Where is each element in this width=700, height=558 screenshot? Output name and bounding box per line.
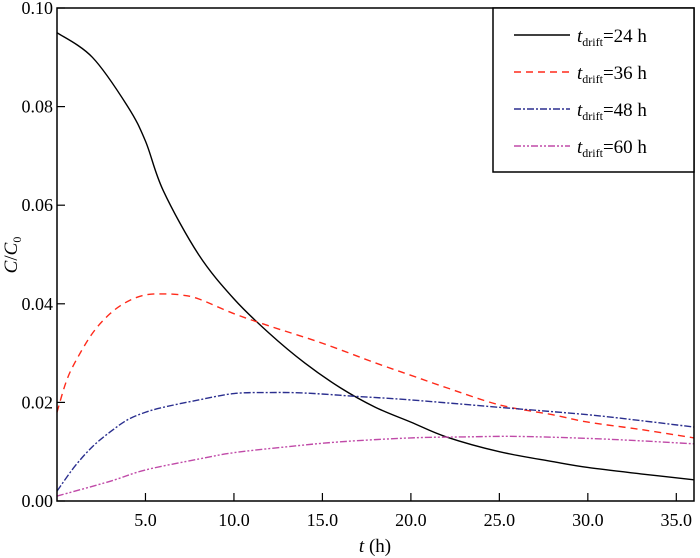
x-axis-label: t (h) [359, 536, 391, 557]
series-line-3 [56, 391, 695, 492]
x-tick-label: 15.0 [307, 510, 339, 530]
series-line-4 [56, 435, 695, 497]
x-tick-label: 30.0 [572, 510, 604, 530]
plot-frame [56, 7, 695, 502]
legend-label: tdrift=36 h [577, 63, 647, 86]
legend-item: tdrift=60 h [514, 137, 647, 160]
legend-item: tdrift=24 h [514, 26, 647, 49]
y-tick-label: 0.04 [22, 294, 54, 314]
x-tick-label: 25.0 [484, 510, 516, 530]
y-tick-label: 0.10 [22, 0, 54, 18]
axis-ticks: 5.0 10.0 15.0 20.0 25.0 30.0 35.0 0.00 0.02 0.04 0… [22, 0, 693, 530]
y-tick-label: 0.02 [22, 392, 54, 412]
y-axis-label: C/C0 [1, 237, 24, 274]
legend-item: tdrift=36 h [514, 63, 647, 86]
series-lines [56, 32, 695, 497]
y-tick-label: 0.06 [22, 195, 54, 215]
x-tick-label: 35.0 [661, 510, 693, 530]
legend-label: tdrift=60 h [577, 137, 647, 160]
legend-label: tdrift=24 h [577, 26, 647, 49]
series-line-2 [56, 293, 695, 439]
x-tick-label: 20.0 [395, 510, 427, 530]
legend-item: tdrift=48 h [514, 100, 647, 123]
series-line-1 [56, 32, 695, 481]
legend: tdrift=24 h tdrift=36 h tdrift=48 h tdrift=… [492, 7, 695, 173]
legend-label: tdrift=48 h [577, 100, 647, 123]
y-tick-label: 0.08 [22, 97, 54, 117]
y-tick-label: 0.00 [22, 491, 54, 511]
x-tick-label: 10.0 [218, 510, 250, 530]
x-tick-label: 5.0 [134, 510, 157, 530]
